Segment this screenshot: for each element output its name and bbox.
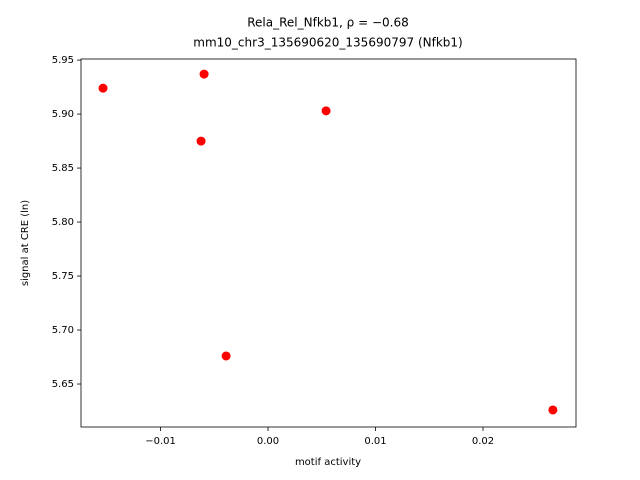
x-tick-label: 0.00 <box>257 436 279 447</box>
plot-frame <box>80 58 577 428</box>
y-axis-label: signal at CRE (ln) <box>20 200 31 286</box>
y-tick-label: 5.70 <box>52 325 74 336</box>
y-tick-label: 5.65 <box>52 379 74 390</box>
chart-subtitle: mm10_chr3_135690620_135690797 (Nfkb1) <box>193 36 462 50</box>
point <box>221 351 231 361</box>
y-tick-label: 5.85 <box>52 163 74 174</box>
point <box>321 106 331 116</box>
x-tick-label: −0.01 <box>145 436 176 447</box>
x-tick-label: 0.01 <box>364 436 386 447</box>
point <box>98 83 108 93</box>
point <box>548 405 558 415</box>
point <box>199 69 209 79</box>
y-tick-label: 5.95 <box>52 55 74 66</box>
x-tick-label: 0.02 <box>472 436 494 447</box>
chart-title: Rela_Rel_Nfkb1, ρ = −0.68 <box>247 16 409 30</box>
point <box>196 136 206 146</box>
x-axis-label: motif activity <box>295 457 361 468</box>
y-tick-label: 5.90 <box>52 109 74 120</box>
y-tick-label: 5.75 <box>52 271 74 282</box>
y-tick-label: 5.80 <box>52 217 74 228</box>
